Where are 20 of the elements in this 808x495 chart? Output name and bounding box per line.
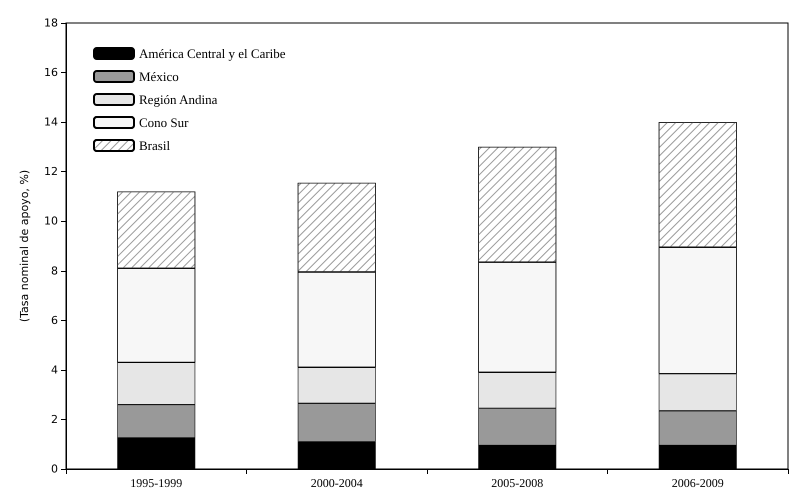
y-tick-label: 6 (51, 314, 58, 327)
x-tick-label: 2000-2004 (310, 476, 363, 490)
y-tick-label: 0 (51, 462, 58, 476)
y-tick-label: 2 (51, 412, 58, 426)
legend-label: Brasil (139, 138, 170, 153)
legend-label: América Central y el Caribe (139, 46, 286, 61)
y-tick-label: 12 (44, 165, 58, 178)
y-tick-label: 8 (51, 264, 58, 278)
legend-label: México (139, 69, 179, 84)
x-tick-label: 2006-2009 (672, 476, 724, 490)
y-tick-label: 16 (44, 66, 58, 80)
x-tick-label: 2005-2008 (491, 476, 544, 490)
y-tick-label: 14 (44, 116, 58, 129)
legend-label: Cono Sur (139, 115, 190, 130)
y-tick-label: 4 (51, 363, 58, 376)
y-tick-label: 18 (44, 16, 58, 30)
x-tick-label: 1995-1999 (130, 476, 182, 490)
y-tick-label: 10 (44, 214, 58, 228)
legend-label: Región Andina (139, 92, 218, 107)
y-axis-title: (Tasa nominal de apoyo, %) (18, 170, 31, 322)
